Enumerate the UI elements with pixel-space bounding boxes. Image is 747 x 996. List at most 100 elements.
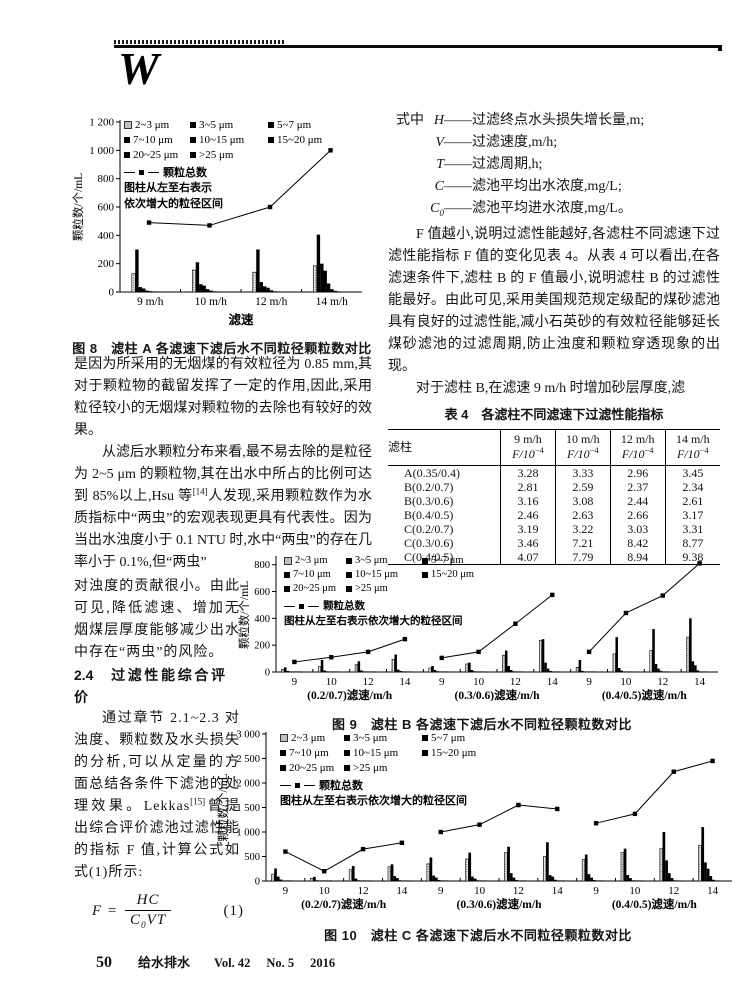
- legend-item: 15~20 μm: [422, 746, 498, 761]
- paragraph: 是因为所采用的无烟煤的有效粒径为 0.85 mm,其对于颗粒物的截留发挥了一定的…: [74, 357, 372, 438]
- figure-8: 0 200 400 600 800 1 000 1 200 颗粒数/个/mL 9 m/h 10 m…: [70, 116, 374, 357]
- legend-item: >25 μm: [190, 148, 268, 163]
- svg-text:10: 10: [319, 885, 331, 897]
- journal-logo-w-icon: W: [118, 47, 162, 91]
- svg-text:10 m/h: 10 m/h: [195, 296, 228, 308]
- legend-swatch-icon: [124, 152, 130, 159]
- svg-text:600: 600: [98, 202, 115, 214]
- legend-total-line: 颗粒总数: [124, 166, 344, 181]
- svg-text:(0.3/0.6)滤速/m/h: (0.3/0.6)滤速/m/h: [457, 897, 543, 911]
- svg-text:12: 12: [363, 676, 374, 688]
- svg-text:14 m/h: 14 m/h: [316, 296, 349, 308]
- svg-text:0: 0: [109, 287, 115, 299]
- equation-fraction: HC C0VT: [125, 892, 172, 931]
- legend-swatch-icon: [268, 137, 274, 144]
- svg-text:12: 12: [657, 676, 668, 688]
- svg-text:12: 12: [668, 885, 679, 897]
- equation-1: F = HC C0VT (1): [74, 892, 244, 931]
- legend-item: 3~5 μm: [190, 118, 268, 133]
- legend-item: 3~5 μm: [346, 554, 422, 568]
- figure-9-caption: 图 9 滤柱 B 各滤速下滤后水不同粒径颗粒数对比: [332, 717, 632, 732]
- svg-text:9: 9: [593, 885, 599, 897]
- legend-item: 5~7 μm: [422, 554, 496, 568]
- legend-size-bins: 2~3 μm 3~5 μm 5~7 μm 7~10 μm 10~15 μm 15~20 μ…: [284, 554, 496, 597]
- legend-item: 7~10 μm: [280, 746, 344, 761]
- legend-item: 15~20 μm: [268, 133, 344, 148]
- issue: No. 5: [266, 956, 295, 970]
- legend-swatch-icon: [280, 750, 286, 757]
- masthead-rule: [114, 45, 722, 48]
- legend-item: 15~20 μm: [422, 568, 496, 582]
- svg-text:14: 14: [694, 676, 706, 688]
- table-row: B(0.4/0.5) 2.46 2.63 2.66 3.17: [388, 507, 720, 522]
- svg-text:1 000: 1 000: [236, 828, 260, 839]
- masthead-rule-endcap: [718, 45, 722, 51]
- figure-10-plot: 0 500 1 000 1 500 2 000 2 500 3 000 颗粒数/个/mL 9 10…: [216, 730, 732, 911]
- svg-text:12: 12: [358, 885, 369, 897]
- svg-text:10: 10: [473, 676, 485, 688]
- legend-item: 10~15 μm: [190, 133, 268, 148]
- citation-ref: [14]: [192, 486, 208, 497]
- svg-text:10: 10: [620, 676, 632, 688]
- svg-text:9: 9: [586, 676, 592, 688]
- svg-text:颗粒数/个/mL: 颗粒数/个/mL: [238, 581, 251, 649]
- definition-row: T——过滤周期,h;: [436, 157, 543, 172]
- legend-swatch-icon: [190, 122, 196, 129]
- svg-text:200: 200: [98, 258, 115, 270]
- page-number: 50: [96, 954, 112, 971]
- legend-note: 图柱从左至右表示依次增大的粒径区间: [280, 795, 467, 808]
- table-4-body: A(0.35/0.4) 3.28 3.33 2.96 3.45 B(0.2/0.7) 2.8…: [388, 465, 720, 565]
- left-column-text: 是因为所采用的无烟煤的有效粒径为 0.85 mm,其对于颗粒物的截留发挥了一定的…: [74, 354, 372, 574]
- svg-text:9 m/h: 9 m/h: [137, 296, 164, 308]
- legend-swatch-icon: [124, 137, 130, 144]
- svg-text:(0.3/0.6)滤速/m/h: (0.3/0.6)滤速/m/h: [455, 688, 541, 702]
- legend-item: 3~5 μm: [344, 731, 422, 746]
- legend-item: >25 μm: [344, 761, 422, 776]
- figure-8-legend: 2~3 μm 3~5 μm 5~7 μm 7~10 μm 10~15 μm 15~20 μ…: [124, 118, 344, 212]
- svg-text:14: 14: [552, 885, 564, 897]
- table-4: 滤柱 9 m/h F/10−4 10 m/h F/10−4 12 m/h F/10−4 14 …: [388, 428, 720, 565]
- equation-lhs: F =: [92, 903, 119, 920]
- section-number: 2.4: [74, 667, 94, 683]
- paragraph: 对于滤柱 B,在滤速 9 m/h 时增加砂层厚度,滤: [416, 380, 686, 396]
- left-narrow-column: 对浊度的贡献很小。由此可见,降低滤速、增加无烟煤层厚度能够减少出水中存在“两虫”…: [74, 576, 243, 931]
- legend-item: 20~25 μm: [124, 148, 190, 163]
- legend-swatch-icon: [124, 121, 132, 130]
- svg-text:9: 9: [438, 885, 444, 897]
- svg-text:3 000: 3 000: [236, 730, 260, 741]
- table-row: B(0.3/0.6) 3.16 3.08 2.44 2.61: [388, 493, 720, 508]
- legend-item: 2~3 μm: [284, 554, 346, 568]
- svg-text:2 500: 2 500: [236, 754, 260, 765]
- svg-text:12: 12: [510, 676, 521, 688]
- svg-text:14: 14: [547, 676, 559, 688]
- svg-text:10: 10: [326, 676, 338, 688]
- legend-item: 5~7 μm: [268, 118, 344, 133]
- figure-9: 0 200 400 600 800 颗粒数/个/mL 9 10 12 14 (0.2/0.7)滤速/…: [237, 554, 726, 733]
- journal-microtext: [114, 40, 286, 44]
- svg-text:10: 10: [629, 885, 641, 897]
- legend-note: 依次增大的粒径区间: [124, 198, 223, 211]
- svg-text:1 200: 1 200: [89, 117, 114, 129]
- table-row: B(0.2/0.7) 2.81 2.59 2.37 2.34: [388, 479, 720, 494]
- table-4-title: 表 4 各滤柱不同滤速下过滤性能指标: [444, 406, 664, 422]
- legend-item: 20~25 μm: [284, 582, 346, 596]
- definition-row: C——滤池平均出水浓度,mg/L;: [434, 179, 622, 194]
- svg-text:滤速: 滤速: [228, 312, 254, 327]
- paragraph: 从滤后水颗粒分布来看,最不易去除的是粒径为 2~5 μm 的颗粒物,其在出水中所…: [74, 445, 372, 570]
- legend-swatch-icon: [346, 586, 352, 593]
- page-footer: 50 给水排水 Vol. 42 No. 5 2016: [96, 952, 335, 972]
- figure-10-caption: 图 10 滤柱 C 各滤速下滤后水不同粒径颗粒数对比: [324, 928, 632, 943]
- legend-item: 20~25 μm: [280, 761, 344, 776]
- symbol-definitions: 式中 H——过滤终点水头损失增长量,m; V——过滤速度,m/h; T——过滤周期,h…: [388, 110, 720, 224]
- svg-text:9: 9: [283, 885, 289, 897]
- legend-swatch-icon: [346, 558, 352, 565]
- paragraph: 对浊度的贡献很小。由此可见,降低滤速、增加无烟煤层厚度能够减少出水中存在“两虫”…: [74, 579, 240, 660]
- legend-swatch-icon: [422, 750, 428, 757]
- svg-text:0: 0: [265, 668, 270, 679]
- legend-size-bins: 2~3 μm 3~5 μm 5~7 μm 7~10 μm 10~15 μm 15~20 μ…: [124, 118, 344, 163]
- svg-text:14: 14: [396, 885, 408, 897]
- svg-text:(0.2/0.7)滤速/m/h: (0.2/0.7)滤速/m/h: [307, 688, 393, 702]
- svg-text:颗粒数/个/mL: 颗粒数/个/mL: [71, 173, 85, 241]
- svg-text:14: 14: [399, 676, 411, 688]
